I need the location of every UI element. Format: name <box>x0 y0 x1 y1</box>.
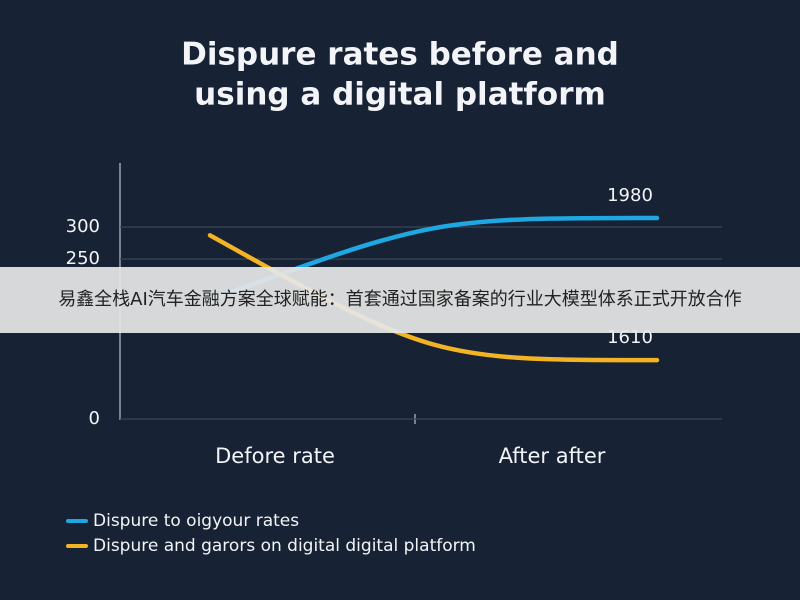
x-tick-label: After after <box>499 444 606 468</box>
y-tick-label: 250 <box>66 248 100 269</box>
chart-title: Dispure rates before and <box>181 37 619 73</box>
legend-label: Dispure and garors on digital digital pl… <box>93 536 476 556</box>
y-tick-label: 300 <box>66 216 100 237</box>
annotation: 1980 <box>607 185 653 206</box>
x-tick-label: Defore rate <box>215 444 335 468</box>
chart-title: using a digital platform <box>194 77 606 113</box>
legend-label: Dispure to oigyour rates <box>93 511 299 531</box>
y-tick-label: 0 <box>89 408 100 429</box>
banner: 易鑫全栈AI汽车金融方案全球赋能：首套通过国家备案的行业大模型体系正式开放合作 <box>0 267 800 333</box>
banner-text: 易鑫全栈AI汽车金融方案全球赋能：首套通过国家备案的行业大模型体系正式开放合作 <box>58 289 742 310</box>
plot: 0 250 300 Defore rate After after 1980 Dispure… <box>66 185 722 556</box>
banner-background <box>0 267 800 333</box>
